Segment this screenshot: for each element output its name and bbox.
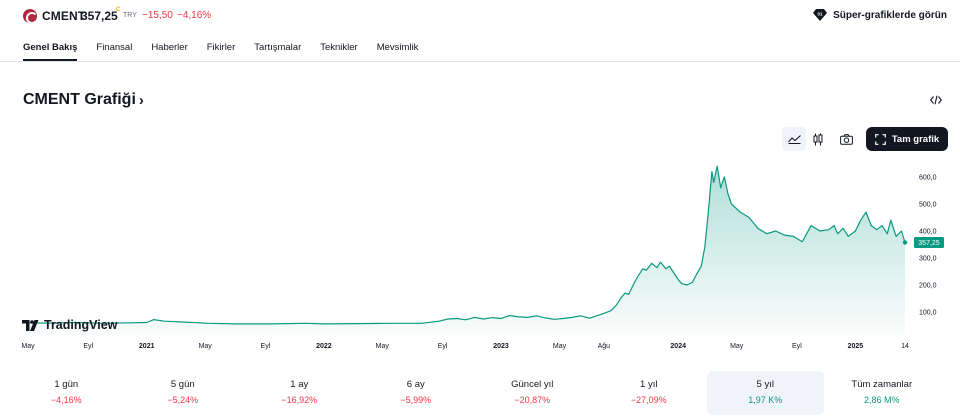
- x-tick-label: May: [553, 343, 567, 350]
- x-tick-label: May: [199, 343, 213, 350]
- tab-discussions[interactable]: Tartışmalar: [254, 42, 302, 53]
- period-change: −5,99%: [400, 395, 432, 405]
- price-change: −15,50: [142, 10, 173, 21]
- chart-title-link[interactable]: CMENT Grafiği ›: [23, 91, 144, 109]
- y-tick-label: 400,0: [919, 229, 937, 236]
- period-label: 1 ay: [290, 379, 309, 390]
- x-tick-label: May: [21, 343, 35, 350]
- tab-seasonals[interactable]: Mevsimlik: [376, 42, 419, 53]
- currency-label: TRY: [123, 12, 137, 19]
- period-1m[interactable]: 1 ay −16,92%: [241, 371, 358, 415]
- x-tick-label: 2023: [493, 343, 509, 350]
- period-change: −5,24%: [167, 395, 199, 405]
- tab-divider: [0, 61, 960, 62]
- full-chart-button[interactable]: Tam grafik: [866, 127, 948, 151]
- tradingview-watermark: TradingView: [22, 318, 117, 332]
- period-change: −16,92%: [281, 395, 318, 405]
- period-label: Tüm zamanlar: [851, 379, 913, 390]
- period-change: 1,97 K%: [748, 395, 783, 405]
- x-tick-label: 2022: [316, 343, 332, 350]
- y-tick-label: 100,0: [919, 310, 937, 317]
- tab-ideas[interactable]: Fikirler: [206, 42, 236, 53]
- symbol-header: CMENT 357,25 C TRY −15,50 −4,16% 01 Süpe…: [0, 0, 960, 34]
- symbol-name[interactable]: CMENT: [42, 9, 86, 23]
- last-price-dot: [902, 240, 908, 245]
- super-charts-label: Süper-grafiklerde görün: [833, 9, 947, 21]
- chevron-right-icon: ›: [138, 91, 144, 109]
- last-price: 357,25: [81, 9, 118, 23]
- chart-title: CMENT Grafiği: [23, 91, 136, 108]
- x-tick-label: May: [376, 343, 390, 350]
- tab-news[interactable]: Haberler: [151, 42, 188, 53]
- performance-periods: 1 gün −4,16% 5 gün −5,24% 1 ay −16,92% 6 ay…: [8, 371, 952, 415]
- x-tick-label: Eyl: [792, 343, 802, 350]
- fullscreen-icon: [874, 133, 886, 145]
- x-tick-label: Eyl: [438, 343, 448, 350]
- price-line: [27, 165, 906, 325]
- period-label: 6 ay: [406, 379, 425, 390]
- tradingview-logo-icon: [22, 319, 39, 331]
- y-tick-label: 500,0: [919, 202, 937, 209]
- period-change: −20,87%: [514, 395, 551, 405]
- period-ytd[interactable]: Güncel yıl −20,87%: [474, 371, 591, 415]
- x-tick-label: Eyl: [261, 343, 271, 350]
- period-label: 5 yıl: [756, 379, 774, 390]
- x-tick-label: Eyl: [83, 343, 93, 350]
- period-all-time[interactable]: Tüm zamanlar 2,86 M%: [824, 371, 941, 415]
- price-chart[interactable]: 600,0 500,0 400,0 300,0 200,0 100,0 May Eyl 202…: [0, 155, 960, 355]
- snapshot-button[interactable]: [834, 127, 858, 151]
- x-tick-label: 2024: [670, 343, 686, 350]
- x-tick-label: 2021: [139, 343, 155, 350]
- period-change: −27,09%: [630, 395, 667, 405]
- price-change-percent: −4,16%: [177, 10, 212, 21]
- tradingview-label: TradingView: [44, 318, 118, 332]
- period-change: −4,16%: [50, 395, 82, 405]
- tab-bar: Genel Bakış Finansal Haberler Fikirler T…: [23, 40, 437, 62]
- period-label: 1 gün: [54, 379, 79, 390]
- period-label: 5 gün: [170, 379, 195, 390]
- period-5d[interactable]: 5 gün −5,24%: [125, 371, 242, 415]
- tab-financials[interactable]: Finansal: [96, 42, 133, 53]
- last-price-badge: [914, 237, 944, 248]
- realtime-mark: C: [116, 7, 121, 13]
- period-5y[interactable]: 5 yıl 1,97 K%: [707, 371, 824, 415]
- cment-logo-icon: [23, 9, 38, 24]
- tab-technicals[interactable]: Teknikler: [320, 42, 358, 53]
- period-change: 2,86 M%: [863, 395, 900, 405]
- period-1y[interactable]: 1 yıl −27,09%: [591, 371, 708, 415]
- y-tick-label: 600,0: [919, 175, 937, 182]
- period-1d[interactable]: 1 gün −4,16%: [8, 371, 125, 415]
- x-tick-label: Ağu: [598, 343, 611, 350]
- area-chart-button[interactable]: [782, 127, 806, 151]
- embed-code-icon[interactable]: [930, 95, 942, 105]
- x-tick-label: May: [730, 343, 744, 350]
- y-tick-label: 200,0: [919, 283, 937, 290]
- period-label: Güncel yıl: [511, 379, 554, 390]
- tab-overview[interactable]: Genel Bakış: [23, 40, 78, 61]
- area-chart-icon: [787, 135, 801, 144]
- candles-icon: [813, 133, 823, 145]
- x-tick-label: 2025: [848, 343, 864, 350]
- super-charts-icon: 01: [813, 9, 828, 21]
- full-chart-label: Tam grafik: [891, 133, 940, 145]
- super-charts-button[interactable]: 01 Süper-grafiklerde görün: [813, 9, 947, 21]
- candles-button[interactable]: [806, 127, 830, 151]
- y-tick-label: 300,0: [919, 256, 937, 263]
- svg-text:01: 01: [818, 12, 824, 17]
- camera-icon: [839, 133, 853, 145]
- price-area-fill: [28, 166, 905, 335]
- last-price-label: 357,25: [918, 240, 940, 247]
- x-tick-label: 14: [901, 343, 909, 350]
- period-label: 1 yıl: [640, 379, 658, 390]
- period-6m[interactable]: 6 ay −5,99%: [358, 371, 475, 415]
